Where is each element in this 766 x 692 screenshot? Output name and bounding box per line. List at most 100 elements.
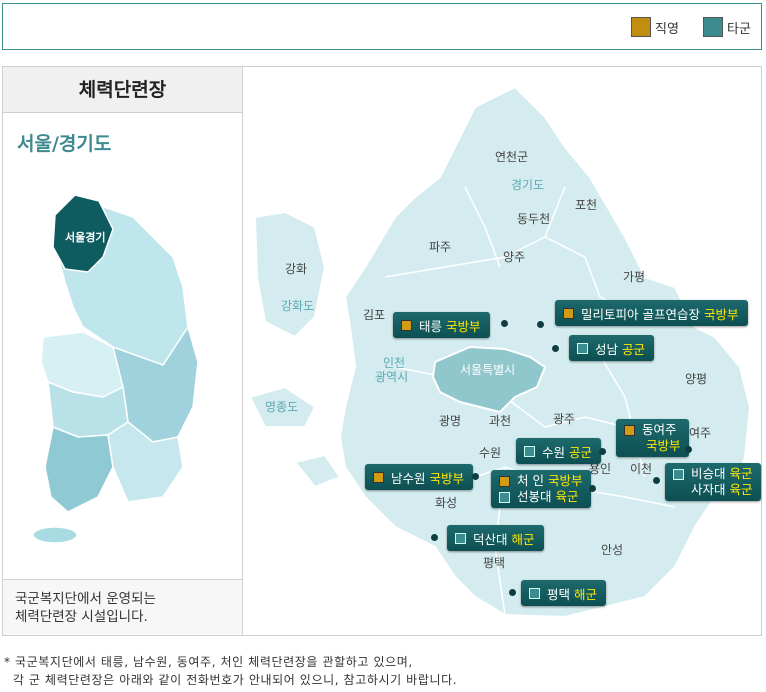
location-dot-icon (537, 321, 544, 328)
facility-namsuwon[interactable]: 남수원 국방부 (365, 464, 474, 490)
direct-swatch-icon (631, 17, 651, 37)
legend-other-label: 타군 (727, 21, 751, 37)
footnote-line-2: 각 군 체력단련장은 아래와 같이 전화번호가 안내되어 있으니, 참고하시기 … (4, 673, 458, 687)
label-icheon: 이천 (630, 461, 652, 476)
label-yeoncheon: 연천군 (495, 149, 528, 164)
facility-branch: 육군 (729, 466, 753, 481)
facility-branch: 국방부 (703, 306, 739, 322)
label-seoul: 서울특별시 (460, 363, 515, 377)
direct-marker-icon (624, 424, 635, 436)
other-marker-icon (524, 445, 535, 457)
label-anseong: 안성 (601, 543, 623, 557)
label-yongin: 용인 (589, 462, 611, 476)
facility-name: 동여주 (642, 422, 677, 437)
facility-seongnam[interactable]: 성남 공군 (569, 335, 655, 361)
facility-dongyeoju[interactable]: 동여주 국방부 (616, 419, 689, 457)
label-yeoju: 여주 (689, 426, 711, 440)
label-yangju: 양주 (503, 250, 525, 264)
direct-marker-icon (499, 475, 510, 487)
facility-militopia-golf[interactable]: 밀리토피아 골프연습장 국방부 (555, 300, 748, 326)
facility-branch: 국방부 (446, 318, 481, 334)
left-column: 체력단련장 서울/경기도 서울경기 국군복지단에서 운영되는 체력단련장 시설입… (3, 67, 243, 635)
direct-marker-icon (401, 319, 412, 331)
facility-taereung[interactable]: 태릉 국방부 (393, 312, 490, 338)
facility-branch: 국방부 (646, 438, 681, 453)
facility-name: 수원 (542, 444, 566, 460)
label-gwangju: 광주 (553, 412, 575, 426)
facility-suwon[interactable]: 수원 공군 (516, 438, 602, 464)
facility-branch: 공군 (569, 444, 593, 460)
facility-name: 남수원 (391, 470, 426, 486)
facility-branch: 해군 (511, 531, 535, 547)
facility-cheoin-seonbongdae[interactable]: 처 인 국방부 선봉대 육군 (491, 470, 591, 508)
caption-line-2: 체력단련장 시설입니다. (15, 609, 148, 625)
facility-name: 선봉대 (517, 489, 552, 504)
other-marker-icon (577, 342, 588, 354)
seoul-gyeonggi-region[interactable] (52, 194, 114, 273)
facility-deoksandae[interactable]: 덕산대 해군 (447, 525, 544, 551)
gyeonggi-map: 연천군 경기도 동두천 포천 파주 양주 가평 강화 강화도 김포 인천 광역시… (245, 67, 761, 635)
label-yeongjongdo: 영종도 (265, 400, 298, 414)
facility-branch: 공군 (622, 341, 646, 357)
label-suwon: 수원 (479, 446, 501, 460)
other-swatch-icon (703, 17, 723, 37)
facility-biseungdae-sajadae[interactable]: 비승대 육군 사자대 육군 (665, 463, 761, 501)
facility-branch: 육군 (555, 489, 579, 504)
location-dot-icon (472, 473, 479, 480)
label-gyeonggi: 경기도 (511, 178, 544, 192)
label-gwangmyeong: 광명 (439, 414, 461, 428)
facility-branch: 국방부 (429, 470, 465, 486)
location-dot-icon (653, 477, 660, 484)
facility-branch: 육군 (729, 482, 753, 497)
section-title: 체력단련장 (3, 67, 242, 113)
other-marker-icon (499, 491, 510, 503)
facility-name: 사자대 (691, 482, 726, 497)
label-ganghwado: 강화도 (281, 299, 314, 313)
label-gimpo: 김포 (363, 308, 385, 322)
left-caption: 국군복지단에서 운영되는 체력단련장 시설입니다. (3, 579, 242, 635)
location-dot-icon (509, 589, 516, 596)
facility-name: 평택 (547, 586, 571, 602)
legend-direct-label: 직영 (655, 21, 679, 37)
label-paju: 파주 (429, 240, 451, 254)
direct-marker-icon (563, 307, 574, 319)
korea-map: 서울경기 (32, 194, 199, 544)
label-yangpyeong: 양평 (685, 372, 707, 386)
location-dot-icon (501, 320, 508, 327)
other-marker-icon (529, 587, 540, 599)
caption-line-1: 국군복지단에서 운영되는 (15, 591, 156, 607)
yeongjong-island[interactable] (248, 385, 317, 428)
location-dot-icon (599, 448, 606, 455)
legend-direct: 직영 (631, 17, 679, 37)
jeju-region[interactable] (32, 526, 78, 544)
label-gwacheon: 과천 (489, 413, 511, 428)
location-dot-icon (685, 446, 692, 453)
facility-name: 처 인 (517, 473, 544, 488)
main-panel: 체력단련장 서울/경기도 서울경기 국군복지단에서 운영되는 체력단련장 시설입… (2, 66, 762, 636)
label-incheon-2: 광역시 (375, 370, 408, 384)
legend-other: 타군 (703, 17, 751, 37)
gyeongnam-region[interactable] (107, 421, 184, 503)
label-ganghwa: 강화 (285, 262, 307, 276)
seoul-region[interactable] (431, 345, 547, 414)
gyeonggi-mainland[interactable] (338, 85, 752, 619)
label-incheon-1: 인천 (383, 355, 405, 370)
small-island[interactable] (293, 453, 342, 489)
other-marker-icon (455, 532, 466, 544)
footnote-line-1: * 국군복지단에서 태릉, 남수원, 동여주, 처인 체력단련장을 관할하고 있… (4, 655, 413, 669)
facility-branch: 국방부 (547, 473, 583, 488)
ganghwa-island[interactable] (253, 210, 327, 339)
legend-bar: 직영 타군 (2, 3, 762, 50)
label-pyeongtaek: 평택 (483, 556, 505, 570)
facility-name: 비승대 (691, 466, 726, 481)
location-dot-icon (552, 345, 559, 352)
seoul-gyeonggi-label: 서울경기 (65, 230, 105, 244)
label-gapyeong: 가평 (623, 270, 645, 284)
facility-name: 덕산대 (473, 531, 508, 547)
other-marker-icon (673, 468, 684, 480)
facility-name: 밀리토피아 골프연습장 (581, 306, 700, 322)
label-hwaseong: 화성 (435, 496, 457, 510)
facility-pyeongtaek[interactable]: 평택 해군 (521, 580, 607, 606)
label-dongducheon: 동두천 (517, 211, 550, 226)
jeonnam-region[interactable] (44, 425, 114, 513)
